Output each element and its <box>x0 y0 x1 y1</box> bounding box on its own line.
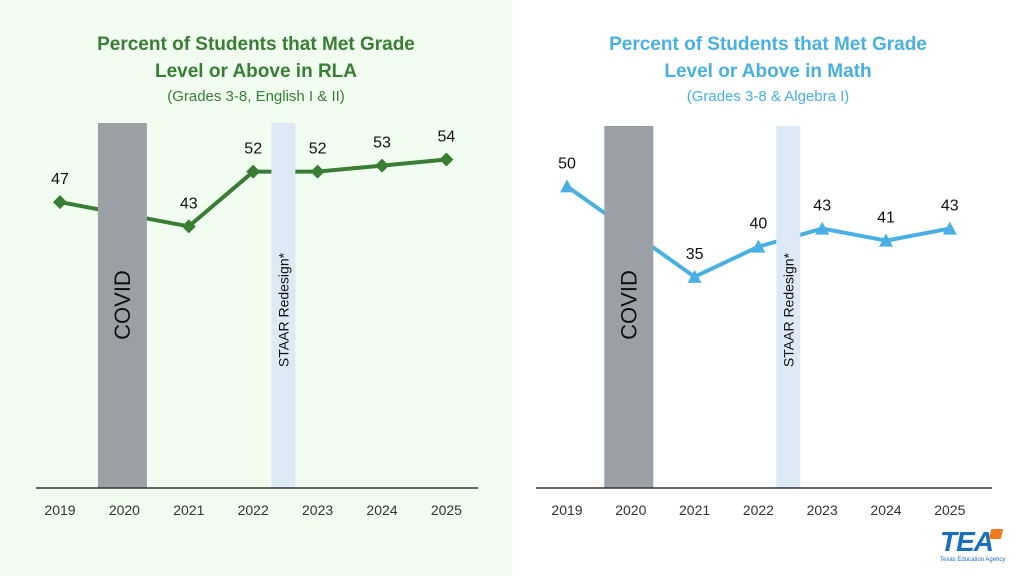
math-subtitle: (Grades 3-8 & Algebra I) <box>686 88 850 105</box>
x-tick-label-2021: 2021 <box>679 502 710 518</box>
staar-redesign-band <box>776 126 801 488</box>
x-tick-label-2020: 2020 <box>615 502 646 518</box>
data-point-2021 <box>687 269 702 283</box>
rla-title-line1: Percent of Students that Met Grade <box>97 34 415 55</box>
data-label-2019: 50 <box>558 155 576 172</box>
x-tick-label-2023: 2023 <box>807 502 838 518</box>
data-label-2025: 54 <box>438 129 456 146</box>
data-label-2023: 43 <box>813 198 831 215</box>
data-point-2022 <box>751 239 766 253</box>
math-chart: COVID STAAR Redesign* 50 35 40 43 41 43 2019 2020… <box>536 126 992 518</box>
rla-subtitle: (Grades 3-8, English I & II) <box>167 88 345 105</box>
math-title-line2: Level or Above in Math <box>664 61 872 82</box>
data-label-2019: 47 <box>51 171 69 188</box>
staar-redesign-label: STAAR Redesign* <box>780 252 796 367</box>
covid-label: COVID <box>616 270 641 340</box>
math-title: Percent of Students that Met Grade Level… <box>512 31 1024 85</box>
x-tick-label-2023: 2023 <box>302 502 333 518</box>
x-tick-label-2025: 2025 <box>431 502 462 518</box>
x-tick-label-2022: 2022 <box>238 502 269 518</box>
data-point-2025 <box>439 152 454 167</box>
x-tick-label-2019: 2019 <box>44 502 75 518</box>
rla-title-line2: Level or Above in RLA <box>155 61 357 82</box>
data-point-2019 <box>560 179 574 193</box>
data-label-2022: 52 <box>244 141 262 158</box>
x-tick-label-2020: 2020 <box>109 502 140 518</box>
data-point-2023 <box>815 221 830 235</box>
covid-band <box>604 126 654 488</box>
rla-chart: COVID STAAR Redesign* 47 43 52 52 53 54 2019 2020… <box>36 123 478 518</box>
data-point-2024 <box>375 158 389 173</box>
data-point-2023 <box>310 164 325 179</box>
x-tick-label-2024: 2024 <box>366 502 397 518</box>
data-label-2024: 41 <box>877 210 895 227</box>
data-point-2022 <box>246 164 261 179</box>
x-tick-label-2025: 2025 <box>934 502 965 518</box>
data-label-2023: 52 <box>309 141 327 158</box>
x-tick-label-2021: 2021 <box>173 502 204 518</box>
data-point-2025 <box>942 221 957 235</box>
staar-redesign-band <box>271 123 296 488</box>
rla-panel: Percent of Students that Met Grade Level… <box>0 0 512 576</box>
covid-label: COVID <box>110 270 135 340</box>
logo-text: TEA <box>940 526 994 557</box>
x-tick-label-2022: 2022 <box>743 502 774 518</box>
data-label-2024: 53 <box>373 135 391 152</box>
math-panel: Percent of Students that Met Grade Level… <box>512 0 1024 576</box>
rla-title: Percent of Students that Met Grade Level… <box>0 31 512 85</box>
data-label-2021: 35 <box>686 246 704 263</box>
x-tick-label-2024: 2024 <box>870 502 901 518</box>
data-label-2022: 40 <box>750 216 768 233</box>
math-title-line1: Percent of Students that Met Grade <box>609 34 927 55</box>
covid-band <box>97 123 147 488</box>
x-tick-label-2019: 2019 <box>551 502 582 518</box>
logo-subtext: Texas Education Agency <box>940 557 1006 563</box>
data-point-2019 <box>53 195 67 210</box>
data-label-2025: 43 <box>941 198 959 215</box>
staar-redesign-label: STAAR Redesign* <box>275 252 291 367</box>
data-point-2024 <box>879 233 893 247</box>
data-label-2021: 43 <box>180 195 198 212</box>
data-point-2021 <box>181 219 196 234</box>
tea-logo: TEA Texas Education Agency <box>940 528 1020 572</box>
